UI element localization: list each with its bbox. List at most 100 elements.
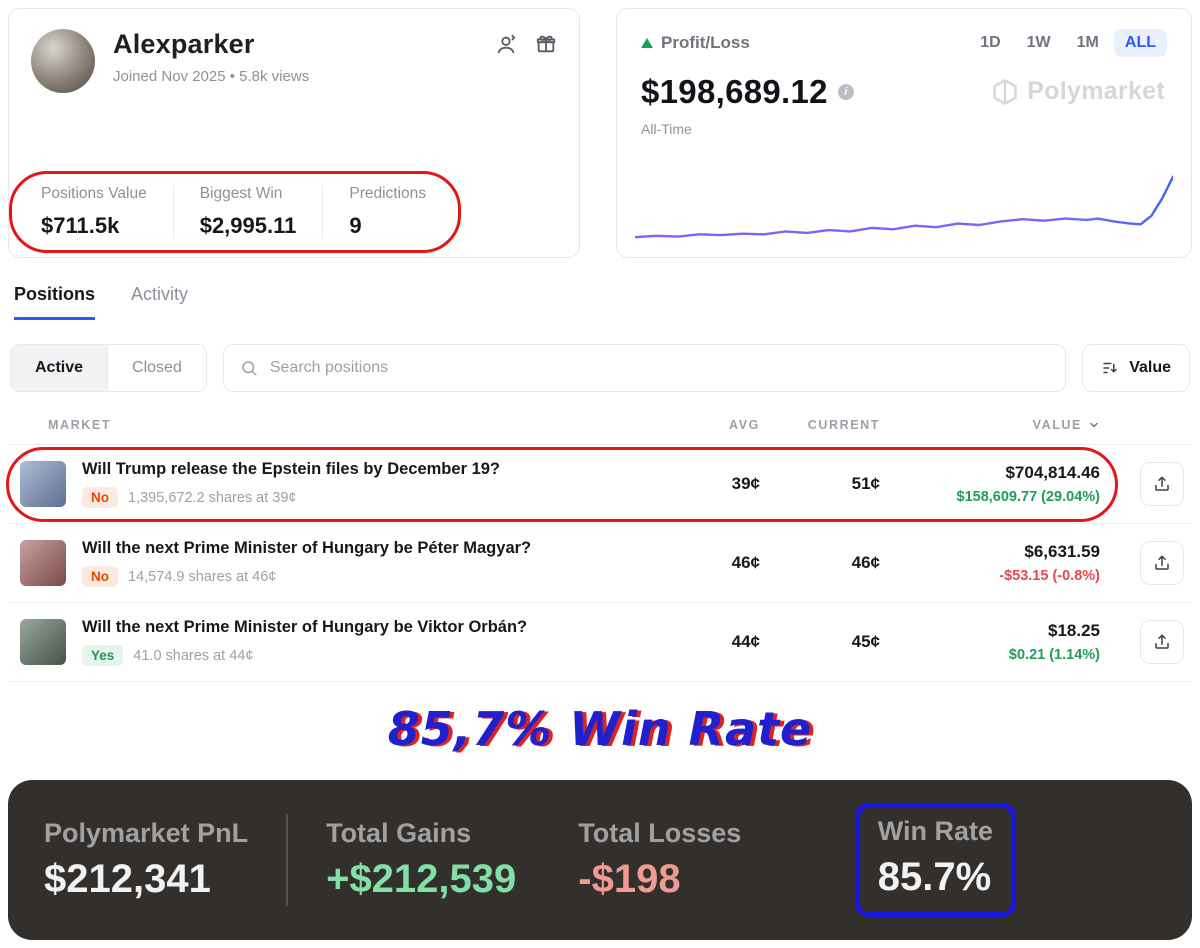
top-cards: Alexparker Joined Nov 2025 • 5.8k views … [8, 8, 1192, 258]
shares-text: 1,395,672.2 shares at 39¢ [128, 489, 297, 506]
row-actions [1100, 462, 1184, 506]
market-title: Will the next Prime Minister of Hungary … [82, 539, 532, 557]
table-row[interactable]: Will the next Prime Minister of Hungary … [8, 603, 1192, 682]
market-title: Will Trump release the Epstein files by … [82, 460, 501, 478]
summary-label: Win Rate [877, 816, 993, 846]
range-1w[interactable]: 1W [1026, 34, 1051, 51]
stat-positions-value: Positions Value $711.5k [41, 185, 173, 239]
range-1m[interactable]: 1M [1076, 34, 1099, 51]
value-cell: $704,814.46 $158,609.77 (29.04%) [880, 463, 1101, 505]
handwritten-win-rate-annotation: 85,7% Win Rate [387, 702, 813, 756]
profile-header: Alexparker Joined Nov 2025 • 5.8k views [31, 29, 557, 93]
summary-value: +$212,539 [326, 857, 517, 901]
upload-icon [1155, 555, 1169, 570]
current-cell: 51¢ [851, 474, 880, 493]
market-sub: No 14,574.9 shares at 46¢ [82, 566, 670, 587]
profile-name: Alexparker [113, 29, 255, 59]
value-cell: $18.25 $0.21 (1.14%) [880, 621, 1100, 663]
profile-stats: Positions Value $711.5k Biggest Win $2,9… [31, 181, 557, 243]
stat-value: $2,995.11 [199, 213, 297, 238]
market-info: Will the next Prime Minister of Hungary … [82, 539, 670, 587]
stat-label: Predictions [349, 185, 427, 202]
export-position-button[interactable] [1140, 541, 1184, 585]
chevron-down-icon [1090, 422, 1098, 428]
stat-biggest-win: Biggest Win $2,995.11 [172, 185, 323, 239]
polymarket-watermark: Polymarket [991, 77, 1165, 106]
stat-value: $711.5k [41, 213, 120, 238]
profile-avatar [31, 29, 95, 93]
pnl-amount: $198,689.12 [641, 73, 828, 110]
summary-polymarket-pnl: Polymarket PnL $212,341 [44, 818, 248, 902]
summary-label: Polymarket PnL [44, 818, 249, 848]
profile-meta: Joined Nov 2025 • 5.8k views [113, 68, 310, 85]
export-position-button[interactable] [1140, 620, 1184, 664]
pnl-amount-row: $198,689.12 i [641, 73, 1167, 111]
search-icon [242, 361, 257, 376]
pnl-period: All-Time [641, 121, 692, 137]
current-cell: 45¢ [851, 632, 880, 651]
range-selector: 1D 1W 1M ALL [969, 29, 1167, 57]
positions-filters: Active Closed Value [8, 344, 1192, 392]
avg-cell: 46¢ [731, 553, 760, 572]
upload-icon [1155, 476, 1169, 491]
range-1d[interactable]: 1D [980, 34, 1001, 51]
up-triangle-icon [641, 38, 653, 48]
summary-label: Total Gains [326, 818, 472, 848]
sort-label: Value [1129, 359, 1171, 376]
export-position-button[interactable] [1140, 462, 1184, 506]
value-change: -$53.15 (-0.8%) [999, 568, 1100, 584]
active-closed-toggle: Active Closed [10, 344, 207, 392]
table-row[interactable]: Will the next Prime Minister of Hungary … [8, 524, 1192, 603]
upload-icon [1155, 634, 1169, 649]
summary-value: -$198 [578, 857, 681, 901]
tab-positions[interactable]: Positions [14, 284, 96, 320]
summary-win-rate: Win Rate 85.7% [854, 803, 1016, 917]
tab-activity[interactable]: Activity [131, 284, 189, 304]
market-avatar [20, 540, 66, 586]
market-sub: No 1,395,672.2 shares at 39¢ [82, 487, 670, 508]
table-row[interactable]: Will Trump release the Epstein files by … [8, 445, 1192, 524]
range-all[interactable]: ALL [1113, 29, 1167, 57]
profile-actions [495, 33, 557, 93]
avg-cell: 44¢ [731, 632, 760, 651]
pnl-card: Profit/Loss 1D 1W 1M ALL $198,689.12 i A… [616, 8, 1192, 258]
side-badge: No [82, 566, 118, 587]
summary-total-gains: Total Gains +$212,539 [326, 818, 516, 902]
shares-text: 14,574.9 shares at 46¢ [128, 568, 277, 585]
polymarket-logo-icon [993, 78, 1017, 105]
pnl-title: Profit/Loss [661, 33, 750, 52]
avg-cell: 39¢ [731, 474, 760, 493]
side-badge: No [82, 487, 118, 508]
pnl-header: Profit/Loss 1D 1W 1M ALL [641, 29, 1167, 57]
search-input[interactable] [269, 359, 1050, 377]
info-icon[interactable]: i [837, 84, 854, 100]
market-info: Will Trump release the Epstein files by … [82, 460, 670, 508]
value-amount: $704,814.46 [1005, 463, 1100, 482]
market-info: Will the next Prime Minister of Hungary … [82, 618, 670, 666]
value-amount: $18.25 [1048, 621, 1100, 640]
positions-table-header: MARKET AVG CURRENT VALUE [8, 418, 1192, 445]
market-avatar [20, 461, 66, 507]
summary-value: $212,341 [44, 857, 211, 901]
side-badge: Yes [82, 645, 124, 666]
search-positions [222, 344, 1067, 392]
header-current: CURRENT [807, 418, 880, 432]
market-title: Will the next Prime Minister of Hungary … [82, 618, 528, 636]
stat-label: Biggest Win [199, 185, 283, 202]
sort-value-button[interactable]: Value [1082, 344, 1190, 392]
current-cell: 46¢ [851, 553, 880, 572]
stat-predictions: Predictions 9 [322, 185, 452, 239]
stat-value: 9 [349, 213, 362, 238]
header-value-label: VALUE [1032, 418, 1082, 432]
share-icon[interactable] [495, 33, 517, 55]
stat-label: Positions Value [41, 185, 147, 202]
segment-closed[interactable]: Closed [107, 345, 206, 391]
header-value[interactable]: VALUE [880, 418, 1100, 432]
gift-icon[interactable] [535, 33, 557, 55]
value-change: $158,609.77 (29.04%) [956, 489, 1101, 505]
watermark-label: Polymarket [1027, 77, 1165, 105]
position-row-wrap: Will Trump release the Epstein files by … [6, 445, 1192, 524]
segment-active[interactable]: Active [11, 345, 108, 391]
pnl-summary-bar: Polymarket PnL $212,341 Total Gains +$21… [8, 780, 1192, 940]
